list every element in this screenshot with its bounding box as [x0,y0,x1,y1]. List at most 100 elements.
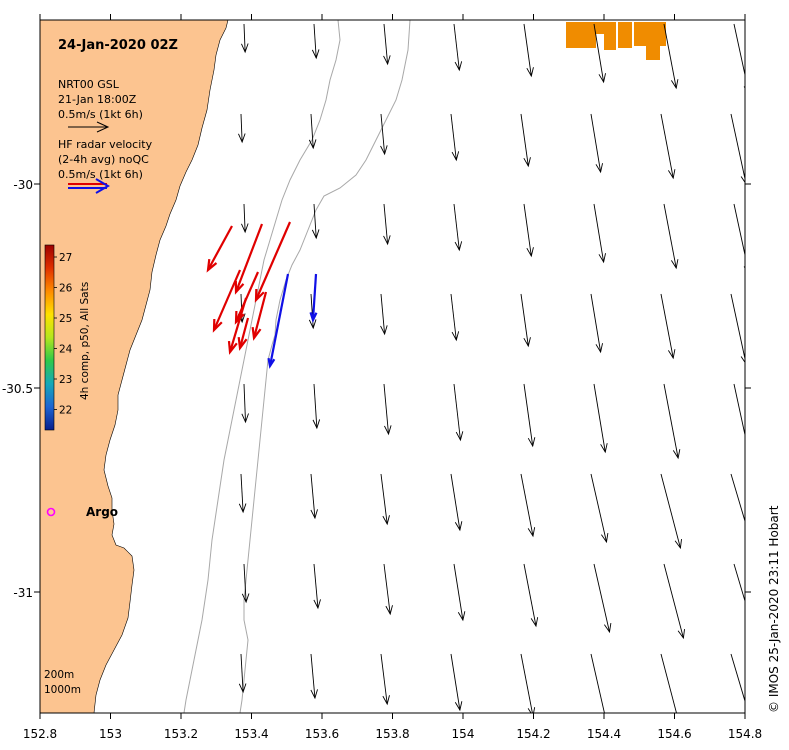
model-arrow [733,23,745,89]
model-arrow [593,23,606,84]
model-arrow [733,383,745,438]
model-arrow [520,113,531,168]
model-arrow [311,203,320,240]
model-arrow [380,113,388,156]
model-arrow [660,473,682,550]
model-arrow [310,473,318,520]
model-arrow [590,293,603,354]
hf-arrow-blue [267,273,290,369]
legend-model-line2: 21-Jan 18:00Z [58,93,137,106]
model-arrow [520,293,531,348]
colorbar-tick-label: 23 [59,374,72,386]
x-tick-label: 154.2 [516,727,550,741]
model-arrow [450,293,460,342]
model-arrow [450,653,463,712]
model-arrow [241,203,249,234]
model-arrow [453,383,464,442]
model-arrow [733,203,745,269]
model-arrow [311,23,320,60]
x-tick-label: 154.8 [728,727,762,741]
x-tick-label: 153.8 [375,727,409,741]
hf-arrow-red [212,269,242,333]
model-arrow [733,563,745,603]
model-arrow [308,113,317,150]
model-arrow [663,563,685,640]
isobath-1000m [239,20,411,713]
model-arrow [453,203,463,252]
model-arrow [590,113,603,174]
model-arrow [730,293,745,364]
model-arrow [663,23,679,90]
model-arrow [380,293,388,336]
legend-hf-scale: 0.5m/s (1kt 6h) [58,168,143,181]
logo-icon [566,22,666,60]
legend-model-scale: 0.5m/s (1kt 6h) [58,108,143,121]
hf-arrow-red [206,225,233,273]
y-tick-label: -30 [13,178,33,192]
model-current-arrows [238,23,745,713]
model-arrow [380,473,390,526]
hf-arrow-red [234,271,260,325]
y-tick-label: -30.5 [2,382,33,396]
model-arrow [453,563,466,622]
model-arrow [660,293,676,360]
model-arrow [593,203,606,264]
model-arrow [313,563,321,610]
x-tick-label: 153.6 [305,727,339,741]
model-arrow [450,113,460,162]
model-arrow [660,653,677,713]
model-arrow [520,653,536,713]
model-arrow [450,473,463,532]
argo-label: Argo [86,505,118,519]
land-mass [40,20,229,713]
y-tick-label: -31 [13,586,33,600]
model-arrow [520,473,536,538]
model-arrow [660,113,676,180]
x-tick-label: 154.6 [657,727,691,741]
model-arrow [383,23,391,66]
model-arrow [523,23,534,78]
colorbar [44,244,55,431]
model-arrow [383,563,393,616]
model-arrow [663,203,679,270]
model-arrow [593,563,612,634]
colorbar-tick-label: 27 [59,252,72,264]
model-arrow [523,563,539,628]
model-arrow [241,383,249,424]
model-arrow [590,473,609,544]
model-arrow [238,113,246,144]
x-tick-label: 152.8 [23,727,57,741]
legend-model-line1: NRT00 GSL [58,78,120,91]
hf-arrow-blue [309,273,318,323]
model-arrow [383,383,392,436]
x-tick-label: 153 [99,727,122,741]
axes: 152.8 153 153.2 153.4 153.6 153.8 154 154.2 154.… [2,14,762,741]
model-arrow [310,653,318,700]
x-tick-label: 154 [452,727,475,741]
depth-label-200m: 200m [44,669,74,681]
model-arrow [241,563,250,604]
model-arrow [238,653,247,694]
hf-arrow-red [254,221,292,303]
depth-label-1000m: 1000m [44,684,81,696]
credit-text: © IMOS 25-Jan-2020 23:11 Hobart [767,505,781,713]
model-arrow [730,113,745,184]
model-arrow [241,23,249,54]
legend-model-arrow [68,121,110,133]
hf-arrow-red [251,291,268,341]
model-arrow [593,383,608,454]
hf-arrow-red [237,317,250,351]
model-arrow [730,473,745,523]
legend-hf-line1: HF radar velocity [58,138,153,151]
x-tick-label: 153.2 [164,727,198,741]
colorbar-tick-label: 22 [59,405,72,417]
model-arrow [312,383,321,430]
colorbar-tick-label: 25 [59,313,72,325]
argo-marker-icon [46,507,56,517]
colorbar-tick-label: 24 [59,344,73,356]
legend-hf-arrow [68,178,110,194]
hf-arrow-red [234,223,264,295]
model-arrow [453,23,463,72]
colorbar-ticks: 27 26 25 24 23 22 [54,252,73,417]
